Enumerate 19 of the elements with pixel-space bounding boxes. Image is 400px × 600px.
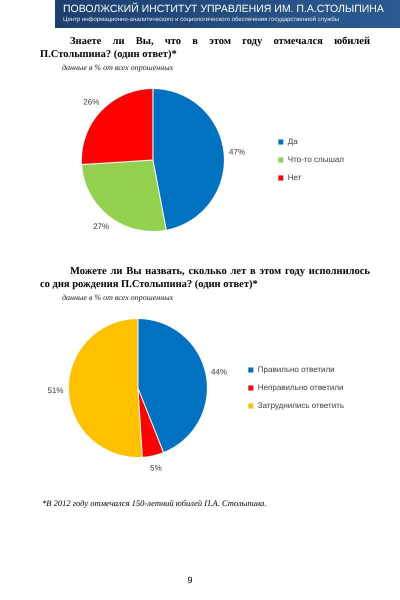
data-label: 47% xyxy=(229,147,246,156)
legend-label: Что-то слышал xyxy=(288,155,344,164)
chart-subtitle: данные в % от всех опрошенных xyxy=(62,293,174,302)
data-label: 5% xyxy=(150,464,162,473)
data-label: 27% xyxy=(93,222,110,231)
legend-label: Да xyxy=(288,137,298,146)
text: ПОВОЛЖСКИЙ ИНСТИТУТ УПРАВЛЕНИЯ ИМ. П.А.СТОЛЫПИНА xyxy=(63,2,385,16)
chart-title: Можете ли Вы назвать, сколько лет в этом году исполнилось со дня рождения П.Столыпина? (один ответ)* xyxy=(40,265,370,291)
legend-label: Неправильно ответили xyxy=(258,383,344,392)
text: 9 xyxy=(186,575,194,585)
legend-label: Правильно ответили xyxy=(258,365,335,374)
data-label: 44% xyxy=(210,368,227,377)
chart-subtitle: данные в % от всех опрошенных xyxy=(62,63,174,72)
data-label: 51% xyxy=(47,386,64,395)
legend-label: Нет xyxy=(288,173,302,182)
chart-title: Знаете ли Вы, что в этом году отмечался юбилей П.Столыпина? (один ответ)* xyxy=(40,35,370,61)
legend-label: Затруднились ответить xyxy=(258,401,344,410)
data-label: 26% xyxy=(83,97,100,106)
text: *В 2012 году отмечался 150-летний юбилей П.А. Столыпина. xyxy=(42,498,268,508)
